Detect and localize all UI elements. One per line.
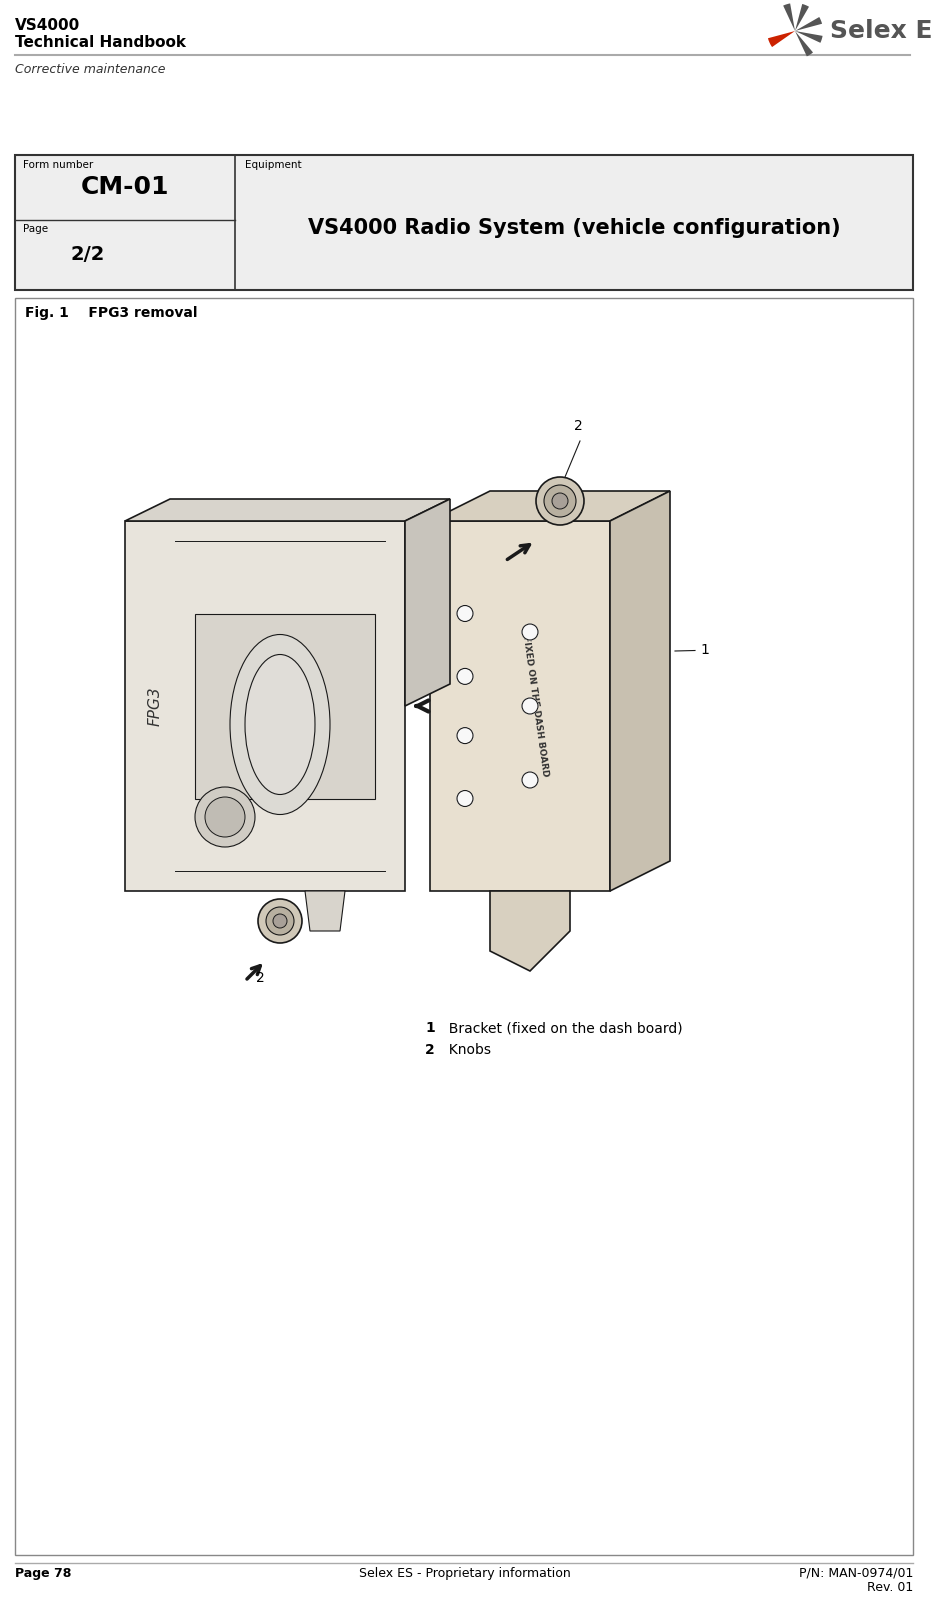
Circle shape [457,728,473,744]
Text: 2/2: 2/2 [70,245,104,264]
Bar [15,156,913,290]
Text: CM-01: CM-01 [81,175,169,199]
Polygon shape [490,892,570,971]
Text: FIXED ON THE DASH BOARD: FIXED ON THE DASH BOARD [520,635,549,776]
Text: Page: Page [23,224,48,233]
Polygon shape [430,520,610,892]
Circle shape [457,606,473,621]
Wedge shape [795,31,813,57]
Wedge shape [795,16,822,31]
Text: 1: 1 [425,1021,435,1034]
Polygon shape [430,491,670,520]
Text: Corrective maintenance: Corrective maintenance [15,63,166,76]
Text: Equipment: Equipment [245,160,302,170]
Text: VS4000: VS4000 [15,18,80,32]
Text: Fig. 1    FPG3 removal: Fig. 1 FPG3 removal [25,306,197,319]
Polygon shape [305,892,345,930]
Circle shape [266,908,294,935]
Circle shape [552,493,568,509]
Circle shape [457,791,473,807]
Text: VS4000 Radio System (vehicle configuration): VS4000 Radio System (vehicle configurati… [307,217,841,238]
Polygon shape [405,499,450,707]
Text: Rev. 01: Rev. 01 [867,1580,913,1593]
Circle shape [522,699,538,713]
Circle shape [258,900,302,943]
Wedge shape [768,31,795,47]
Text: Selex ES - Proprietary information: Selex ES - Proprietary information [359,1568,571,1580]
Circle shape [544,485,576,517]
Circle shape [457,668,473,684]
Text: 2: 2 [573,418,583,433]
Text: 1: 1 [700,644,708,658]
Circle shape [522,772,538,788]
Polygon shape [610,491,670,892]
Text: Knobs: Knobs [440,1042,491,1057]
Ellipse shape [230,634,330,814]
Circle shape [273,914,287,927]
Wedge shape [783,3,795,31]
Text: 2: 2 [256,971,264,986]
Wedge shape [795,3,809,31]
Text: 2: 2 [425,1042,435,1057]
Wedge shape [795,31,823,42]
Text: Form number: Form number [23,160,93,170]
Text: Technical Handbook: Technical Handbook [15,36,186,50]
Text: Page 78: Page 78 [15,1568,72,1580]
Polygon shape [195,613,375,799]
Text: FPG3: FPG3 [147,686,163,726]
Text: Bracket (fixed on the dash board): Bracket (fixed on the dash board) [440,1021,682,1034]
Text: P/N: MAN-0974/01: P/N: MAN-0974/01 [799,1568,913,1580]
Bar [15,298,913,1555]
Circle shape [195,788,255,848]
Text: Selex ES: Selex ES [830,19,931,44]
Ellipse shape [245,655,315,794]
Circle shape [205,798,245,836]
Circle shape [522,624,538,640]
Polygon shape [125,520,405,892]
Circle shape [536,477,584,525]
Polygon shape [125,499,450,520]
